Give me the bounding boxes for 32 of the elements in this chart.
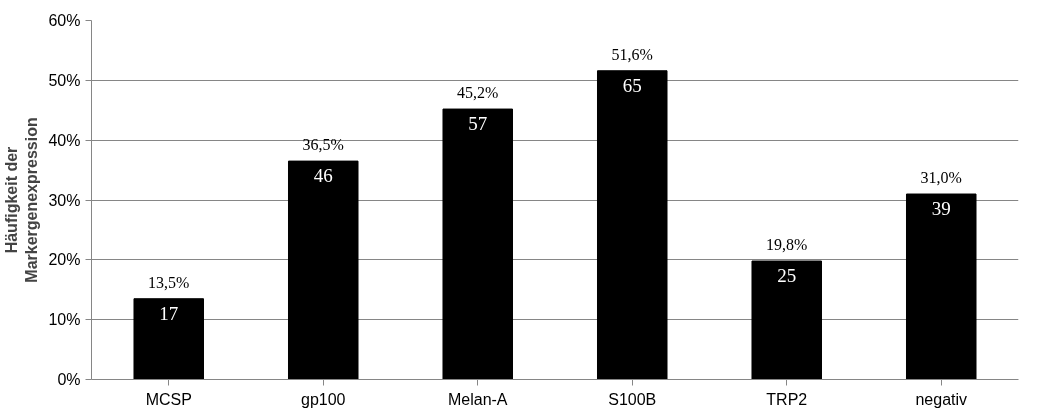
- y-tick-label: 30%: [48, 191, 81, 209]
- annotation: 65: [622, 74, 642, 96]
- x-tick-label: Melan-A: [447, 390, 508, 408]
- y-axis-title: Häufigkeit der Markergenexpression: [3, 117, 41, 283]
- bar: [287, 160, 359, 380]
- annotation: 25: [777, 265, 797, 287]
- bar: [905, 193, 977, 380]
- y-tick-label: 40%: [48, 131, 81, 149]
- x-tick-label: S100B: [608, 390, 657, 408]
- annotation: 39: [931, 198, 951, 220]
- data-label: 19,8%: [766, 236, 808, 254]
- data-label: 31,0%: [920, 169, 962, 187]
- y-tick-label: 60%: [48, 12, 81, 29]
- data-label: 36,5%: [302, 136, 344, 154]
- data-label: 45,2%: [457, 84, 499, 102]
- y-tick-label: 10%: [48, 311, 81, 329]
- bar: [442, 108, 514, 380]
- x-tick-label: TRP2: [766, 390, 808, 408]
- bar: [596, 70, 668, 380]
- x-tick-label: negativ: [915, 390, 968, 408]
- x-tick-label: gp100: [301, 390, 346, 408]
- annotation: 57: [468, 113, 488, 135]
- annotation: 17: [159, 302, 179, 324]
- data-label: 13,5%: [148, 273, 190, 291]
- bar: [133, 298, 205, 380]
- data-label: 51,6%: [611, 45, 653, 63]
- y-tick-label: 20%: [48, 251, 81, 269]
- bar: [751, 260, 823, 380]
- y-tick-label: 0%: [57, 371, 81, 388]
- x-tick-label: MCSP: [145, 390, 192, 408]
- y-tick-label: 50%: [48, 71, 81, 89]
- annotation: 46: [313, 165, 333, 187]
